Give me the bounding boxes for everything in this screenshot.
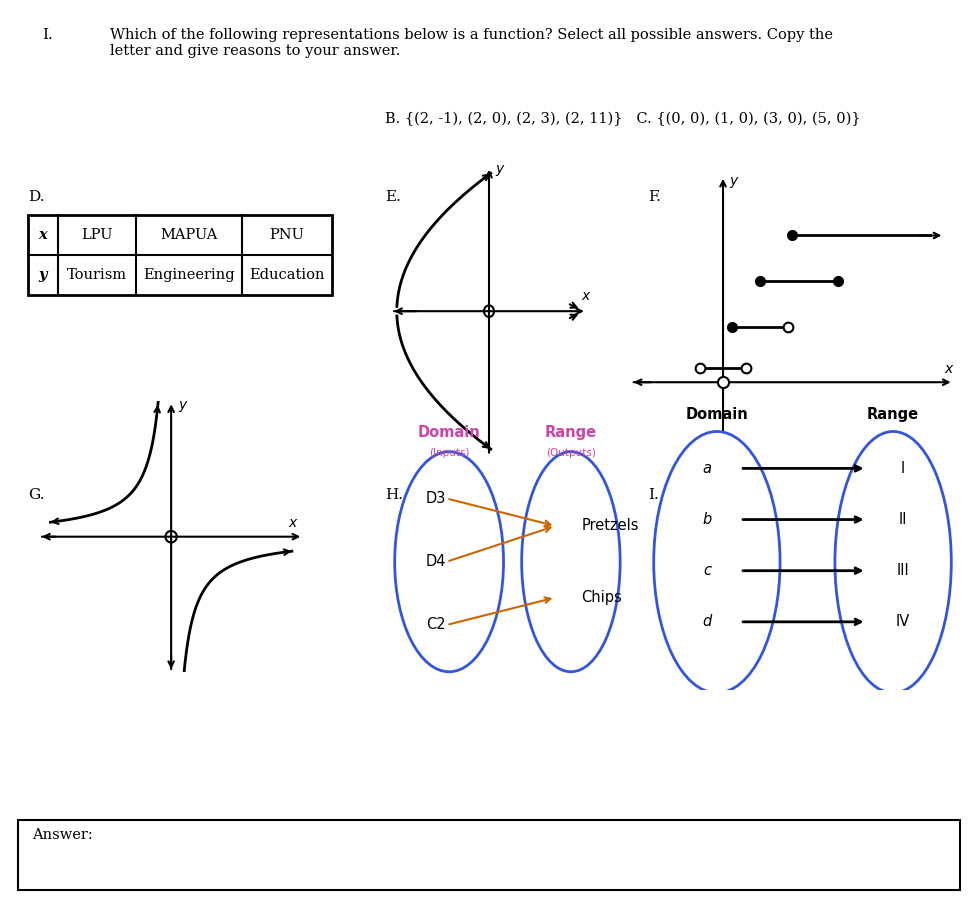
Text: b: b: [701, 512, 711, 527]
Text: Chips: Chips: [580, 590, 621, 605]
Text: I: I: [900, 461, 905, 476]
Text: $y$: $y$: [494, 163, 505, 179]
Ellipse shape: [395, 452, 503, 672]
Text: III: III: [896, 563, 909, 578]
Text: E.: E.: [385, 190, 401, 204]
Ellipse shape: [834, 431, 951, 693]
Text: H.: H.: [385, 488, 403, 502]
Text: Range: Range: [867, 407, 918, 422]
Text: D4: D4: [425, 554, 446, 569]
Text: Pretzels: Pretzels: [580, 519, 638, 533]
Text: MAPUA: MAPUA: [160, 228, 218, 242]
Text: a: a: [701, 461, 710, 476]
Text: Which of the following representations below is a function? Select all possible : Which of the following representations b…: [109, 28, 832, 59]
Text: Tourism: Tourism: [66, 268, 127, 282]
Text: Answer:: Answer:: [32, 828, 93, 842]
Text: Education: Education: [249, 268, 324, 282]
Ellipse shape: [521, 452, 619, 672]
Text: C2: C2: [426, 618, 446, 632]
Text: D3: D3: [426, 491, 446, 506]
Text: II: II: [898, 512, 907, 527]
Text: G.: G.: [28, 488, 45, 502]
Text: Range: Range: [544, 425, 596, 440]
Text: F.: F.: [648, 190, 660, 204]
Text: I.: I.: [42, 28, 53, 42]
Text: LPU: LPU: [81, 228, 112, 242]
Text: y: y: [39, 268, 47, 282]
Bar: [18, 820, 959, 890]
Text: D.: D.: [28, 190, 45, 204]
Text: (Outputs): (Outputs): [545, 448, 595, 458]
Text: Domain: Domain: [417, 425, 480, 440]
Text: Domain: Domain: [685, 407, 747, 422]
Text: B. {(2, -1), (2, 0), (2, 3), (2, 11)}   C. {(0, 0), (1, 0), (3, 0), (5, 0)}: B. {(2, -1), (2, 0), (2, 3), (2, 11)} C.…: [385, 112, 860, 126]
Text: I.: I.: [648, 488, 658, 502]
Text: PNU: PNU: [270, 228, 304, 242]
Text: $x$: $x$: [580, 289, 591, 303]
Ellipse shape: [653, 431, 780, 693]
Text: $x$: $x$: [944, 362, 954, 376]
Text: $y$: $y$: [178, 399, 189, 414]
Bar: [28, 215, 331, 295]
Text: x: x: [38, 228, 47, 242]
Text: c: c: [702, 563, 710, 578]
Text: (Inputs): (Inputs): [428, 448, 469, 458]
Text: $y$: $y$: [728, 175, 739, 190]
Text: $x$: $x$: [288, 516, 298, 530]
Text: d: d: [701, 614, 711, 630]
Text: Engineering: Engineering: [143, 268, 234, 282]
Text: IV: IV: [895, 614, 910, 630]
